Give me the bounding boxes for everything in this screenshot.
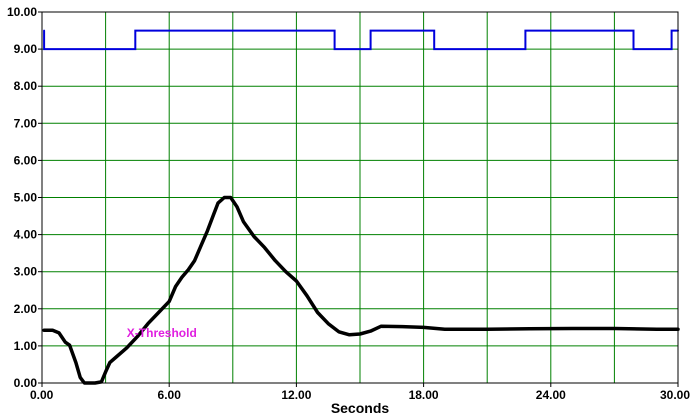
x-tick-label: 24.00 xyxy=(536,388,566,402)
y-tick-label: 5.00 xyxy=(14,191,38,205)
y-tick-label: 1.00 xyxy=(14,339,38,353)
x-tick-label: 12.00 xyxy=(281,388,311,402)
axes xyxy=(38,11,679,387)
annotations: X-Threshold xyxy=(127,326,197,340)
y-tick-label: 7.00 xyxy=(14,116,38,130)
y-tick-label: 4.00 xyxy=(14,228,38,242)
x-tick-label: 30.00 xyxy=(660,388,690,402)
y-tick-label: 3.00 xyxy=(14,265,38,279)
x-tick-label: 18.00 xyxy=(409,388,439,402)
x-axis-label: Seconds xyxy=(331,400,390,416)
x-tick-label: 0.00 xyxy=(30,388,54,402)
y-tick-label: 0.00 xyxy=(14,376,38,390)
y-tick-label: 2.00 xyxy=(14,302,38,316)
annotation-label: X-Threshold xyxy=(127,326,197,340)
y-tick-label: 9.00 xyxy=(14,42,38,56)
x-tick-label: 6.00 xyxy=(158,388,182,402)
y-tick-label: 8.00 xyxy=(14,79,38,93)
y-tick-label: 10.00 xyxy=(7,5,37,19)
tick-labels: 0.00 1.00 2.00 3.00 4.00 5.00 6.00 7.00 8.00 9.00… xyxy=(7,5,690,402)
y-tick-label: 6.00 xyxy=(14,153,38,167)
series-line-1 xyxy=(43,29,679,51)
series-line-2 xyxy=(42,195,680,385)
